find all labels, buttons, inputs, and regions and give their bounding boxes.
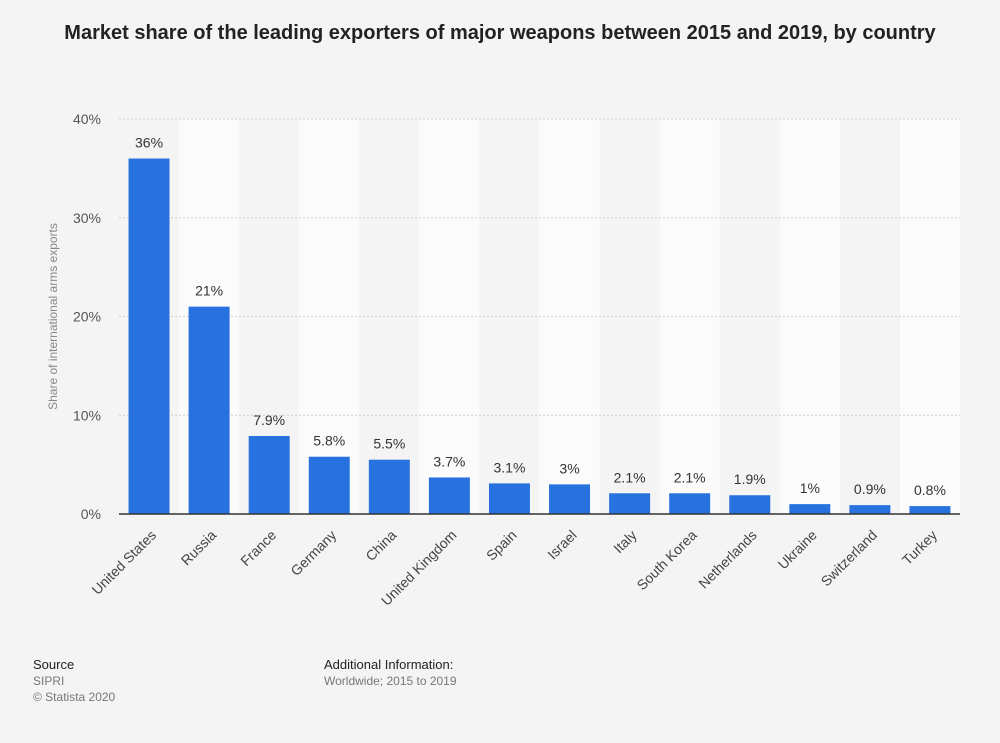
bar-value-label: 5.5% (373, 436, 405, 452)
bar-value-label: 3.7% (433, 453, 465, 469)
y-tick-label: 20% (73, 309, 101, 325)
x-tick-label: Ukraine (775, 527, 821, 573)
column-band (299, 119, 360, 514)
y-tick-label: 30% (73, 210, 101, 226)
bar-value-label: 0.9% (854, 481, 886, 497)
bar[interactable] (729, 495, 771, 514)
x-tick-label: France (237, 527, 279, 569)
x-tick-label: Israel (544, 527, 580, 563)
bar[interactable] (549, 484, 591, 514)
x-tick-label: China (362, 527, 399, 564)
x-tick-label: Turkey (899, 527, 940, 568)
bar[interactable] (909, 506, 951, 514)
column-band (539, 119, 600, 514)
x-tick-label: Italy (610, 527, 639, 556)
bar[interactable] (428, 477, 470, 514)
y-tick-label: 10% (73, 407, 101, 423)
bar[interactable] (488, 483, 530, 514)
info-heading: Additional Information: (324, 657, 454, 672)
bar-chart: 0% 10% 20% 30% 40% Share of international arm… (46, 111, 960, 609)
x-tick-label: Switzerland (818, 527, 880, 589)
bar[interactable] (669, 493, 711, 514)
bar-value-label: 7.9% (253, 412, 285, 428)
bar[interactable] (368, 459, 410, 514)
bar-value-label: 21% (195, 283, 223, 299)
bar[interactable] (248, 435, 290, 514)
additional-info-block: Additional Information: Worldwide; 2015 … (324, 657, 457, 689)
y-tick-label: 40% (73, 111, 101, 127)
x-tick-label: Germany (287, 527, 339, 579)
bar[interactable] (188, 306, 230, 514)
x-tick-label: Spain (483, 527, 520, 564)
column-band (779, 119, 840, 514)
column-band (419, 119, 480, 514)
bar-value-label: 1.9% (734, 471, 766, 487)
info-text: Worldwide; 2015 to 2019 (324, 674, 457, 688)
bar-value-label: 1% (800, 480, 820, 496)
bar[interactable] (849, 505, 891, 514)
column-band (659, 119, 720, 514)
bar-value-label: 2.1% (674, 469, 706, 485)
bar-value-label: 2.1% (614, 469, 646, 485)
bar[interactable] (308, 456, 350, 514)
bar-value-label: 0.8% (914, 482, 946, 498)
source-block: Source SIPRI © Statista 2020 (33, 657, 115, 705)
bar-value-label: 3% (559, 460, 579, 476)
chart-title: Market share of the leading exporters of… (64, 22, 936, 44)
bar[interactable] (789, 504, 831, 514)
source-name[interactable]: SIPRI (33, 674, 65, 688)
source-heading: Source (33, 657, 75, 672)
x-tick-label: United States (88, 527, 159, 598)
bar-value-label: 36% (135, 135, 163, 151)
column-band (899, 119, 960, 514)
x-tick-label: Russia (178, 527, 220, 569)
x-tick-label: South Korea (633, 527, 700, 594)
y-axis-title: Share of international arms exports (46, 223, 60, 410)
bar-value-label: 3.1% (494, 459, 526, 475)
bar-value-label: 5.8% (313, 433, 345, 449)
bar[interactable] (128, 158, 170, 515)
bar[interactable] (609, 493, 651, 514)
x-tick-label: Netherlands (695, 527, 760, 592)
copyright-text: © Statista 2020 (33, 690, 116, 704)
y-tick-label: 0% (81, 506, 101, 522)
